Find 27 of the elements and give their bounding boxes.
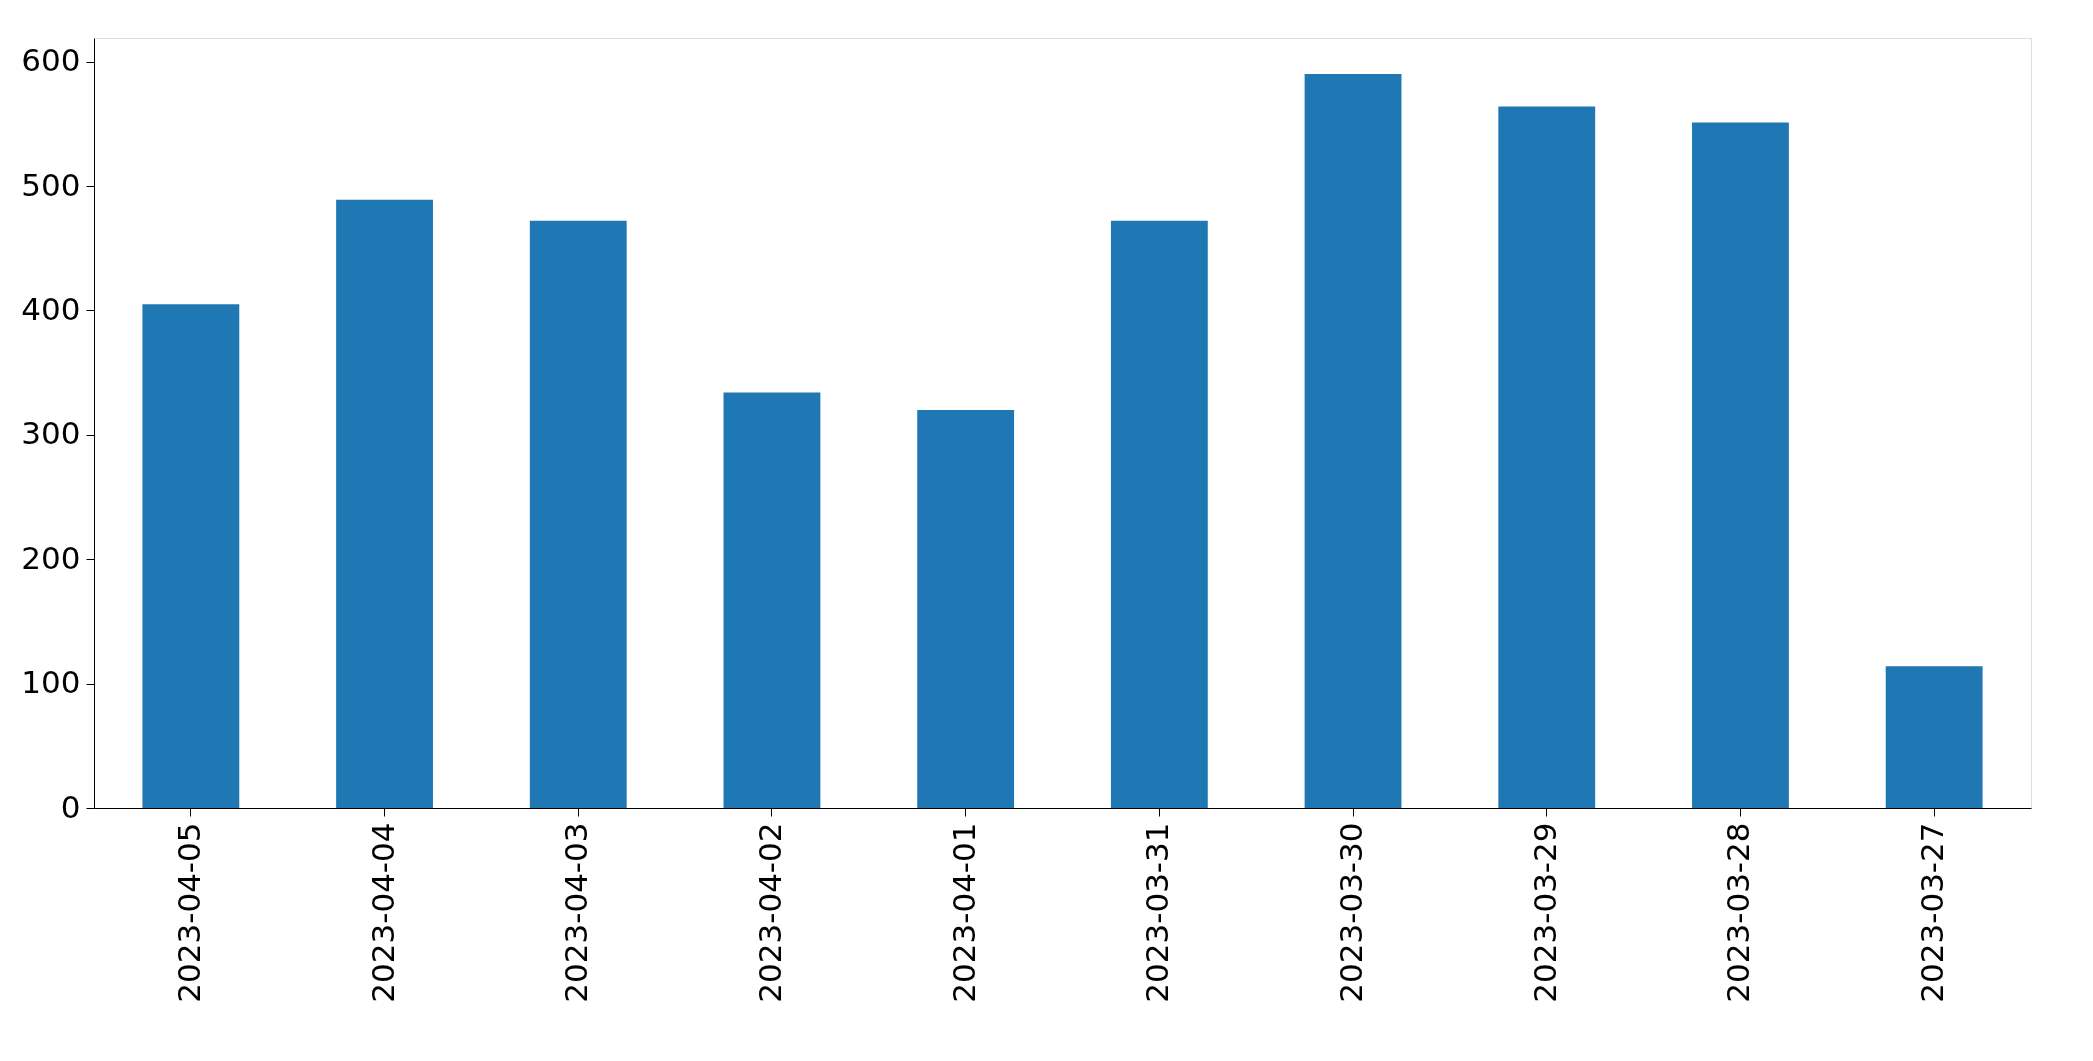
- x-tick-label: 2023-04-04: [364, 822, 401, 1003]
- bar: [1304, 74, 1402, 808]
- x-tick-label: 2023-04-05: [170, 822, 207, 1003]
- x-tick-label: 2023-04-01: [945, 822, 982, 1003]
- x-tick-label: 2023-03-29: [1526, 822, 1563, 1003]
- x-tick-label: 2023-04-02: [751, 822, 788, 1003]
- y-tick-label: 200: [21, 539, 81, 576]
- x-tick-label: 2023-03-27: [1914, 822, 1951, 1003]
- bar: [723, 392, 821, 808]
- y-tick-label: 500: [21, 166, 81, 203]
- y-tick-label: 300: [21, 415, 81, 452]
- bar: [1692, 122, 1789, 808]
- bar: [336, 199, 433, 808]
- y-tick-label: 600: [21, 42, 81, 79]
- bar: [917, 409, 1015, 808]
- bar: [529, 220, 627, 808]
- x-tick-label: 2023-03-28: [1720, 822, 1757, 1003]
- x-tick-label: 2023-03-31: [1139, 822, 1176, 1003]
- y-tick-label: 0: [60, 788, 81, 825]
- x-tick-label: 2023-03-30: [1333, 822, 1370, 1003]
- x-tick-label: 2023-04-03: [558, 822, 595, 1003]
- bar: [1498, 106, 1596, 808]
- bar: [1110, 220, 1208, 808]
- bar: [142, 304, 240, 808]
- bar: [1885, 666, 1983, 808]
- y-tick-label: 400: [21, 290, 81, 327]
- y-tick-label: 100: [21, 664, 81, 701]
